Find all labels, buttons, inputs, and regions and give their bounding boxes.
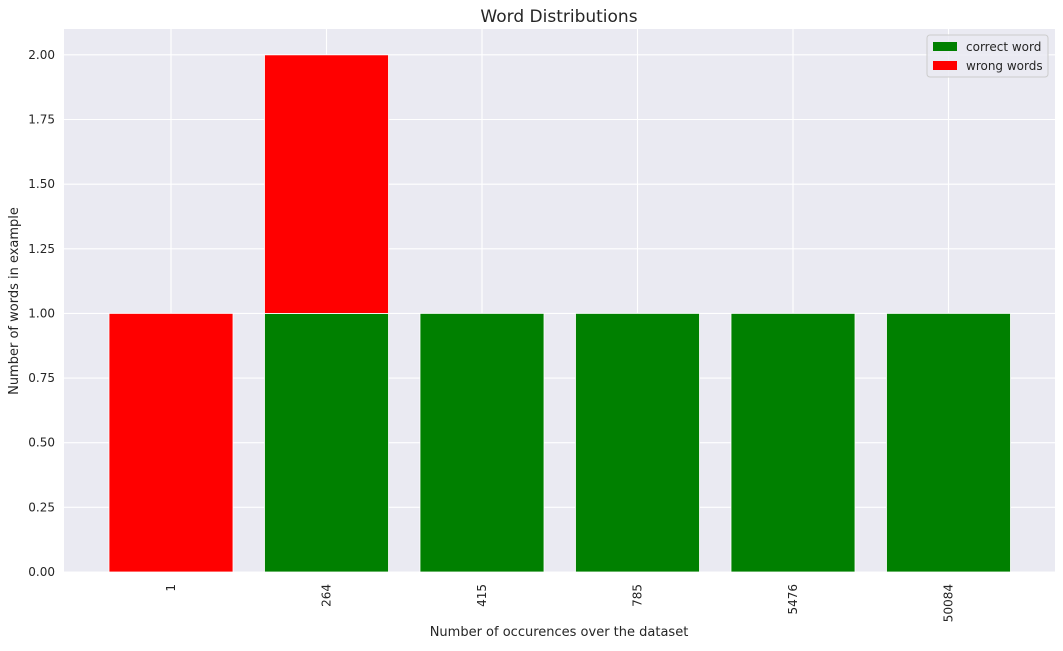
y-tick-label: 0.50	[28, 436, 55, 450]
bar-wrong-words	[108, 313, 234, 573]
y-tick-label: 1.25	[28, 242, 55, 256]
x-axis-label: Number of occurences over the dataset	[430, 625, 689, 640]
y-axis-ticks: 0.00 0.25 0.50 0.75 1.00 1.25 1.50 1.75 2.00	[28, 48, 55, 579]
chart-title: Word Distributions	[480, 7, 637, 27]
y-tick-label: 1.50	[28, 177, 55, 191]
legend-frame	[926, 34, 1049, 78]
y-tick-label: 1.75	[28, 113, 55, 127]
y-tick-label: 1.00	[28, 306, 55, 320]
legend-swatch	[933, 42, 957, 51]
x-tick-label: 50084	[942, 584, 956, 622]
x-tick-label: 1	[164, 584, 178, 592]
bar-correct-word	[419, 313, 545, 573]
y-axis-label: Number of words in example	[7, 207, 22, 395]
bar-correct-word	[730, 313, 856, 573]
legend-swatch	[933, 61, 957, 70]
legend-entry-label: correct word	[966, 40, 1041, 54]
bar-correct-word	[264, 313, 389, 573]
legend-entry-label: wrong words	[966, 59, 1043, 73]
bar-correct-word	[575, 313, 700, 573]
y-tick-label: 0.75	[28, 371, 55, 385]
y-tick-label: 0.25	[28, 500, 55, 514]
bars	[108, 54, 1011, 573]
x-tick-label: 5476	[786, 584, 800, 615]
bar-wrong-words	[264, 54, 389, 314]
bar-correct-word	[886, 313, 1011, 573]
y-tick-label: 0.00	[28, 565, 55, 579]
x-tick-label: 415	[475, 584, 489, 607]
x-tick-label: 785	[631, 584, 645, 607]
x-tick-label: 264	[320, 584, 334, 607]
x-axis-ticks: 1 264 415 785 5476 50084	[164, 584, 956, 622]
legend: correct word wrong words	[926, 34, 1049, 78]
y-tick-label: 2.00	[28, 48, 55, 62]
